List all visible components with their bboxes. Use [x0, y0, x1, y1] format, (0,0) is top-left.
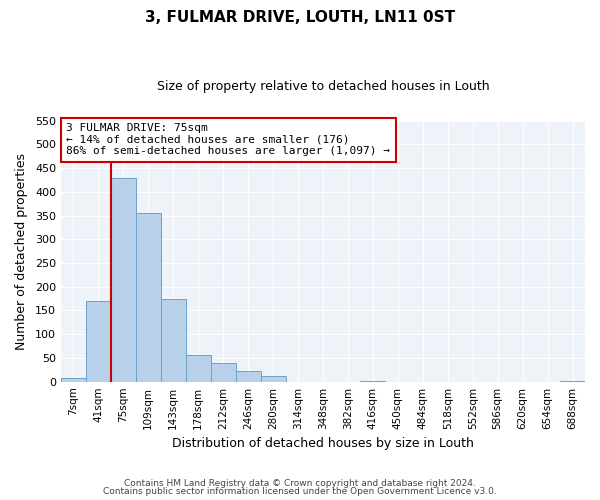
Bar [186, 354, 211, 382]
Bar [161, 298, 186, 382]
Y-axis label: Number of detached properties: Number of detached properties [15, 152, 28, 350]
Bar [236, 371, 260, 382]
Bar [260, 376, 286, 382]
Text: Contains public sector information licensed under the Open Government Licence v3: Contains public sector information licen… [103, 487, 497, 496]
Bar [211, 362, 236, 382]
X-axis label: Distribution of detached houses by size in Louth: Distribution of detached houses by size … [172, 437, 474, 450]
Bar [61, 378, 86, 382]
Bar [86, 301, 111, 382]
Bar [111, 178, 136, 382]
Text: 3, FULMAR DRIVE, LOUTH, LN11 0ST: 3, FULMAR DRIVE, LOUTH, LN11 0ST [145, 10, 455, 25]
Title: Size of property relative to detached houses in Louth: Size of property relative to detached ho… [157, 80, 489, 93]
Bar [136, 213, 161, 382]
Text: Contains HM Land Registry data © Crown copyright and database right 2024.: Contains HM Land Registry data © Crown c… [124, 478, 476, 488]
Text: 3 FULMAR DRIVE: 75sqm
← 14% of detached houses are smaller (176)
86% of semi-det: 3 FULMAR DRIVE: 75sqm ← 14% of detached … [66, 123, 390, 156]
